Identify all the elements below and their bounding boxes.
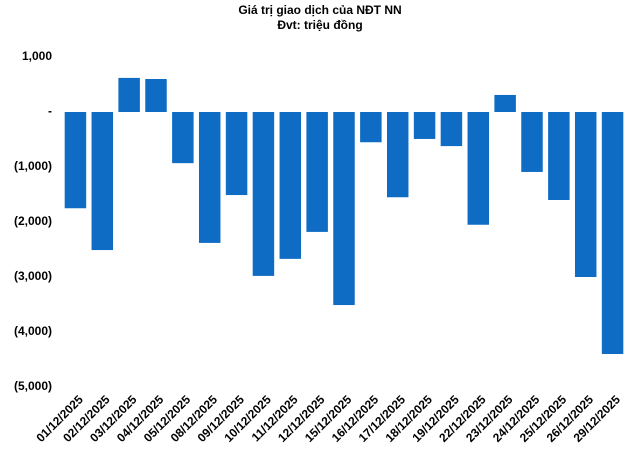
- chart-title: Giá trị giao dịch của NĐT NN: [238, 3, 401, 17]
- bar: [467, 112, 490, 225]
- bar: [440, 112, 463, 147]
- bar: [306, 112, 328, 232]
- bar: [601, 112, 624, 354]
- bar: [252, 112, 275, 276]
- bar: [333, 112, 355, 306]
- bar: [198, 112, 221, 243]
- y-tick-label: (3,000): [14, 269, 52, 283]
- bar: [172, 112, 194, 164]
- bar: [521, 112, 543, 172]
- bar: [548, 112, 570, 200]
- bar: [413, 112, 436, 139]
- bar: [64, 112, 87, 209]
- chart-subtitle: Đvt: triệu đồng: [277, 18, 362, 32]
- bar: [386, 112, 409, 198]
- bar: [494, 94, 516, 112]
- bar: [279, 112, 302, 259]
- bar: [91, 112, 114, 251]
- y-tick-label: -: [48, 104, 52, 118]
- bar: [225, 112, 248, 196]
- y-tick-label: (2,000): [14, 214, 52, 228]
- bar: [360, 112, 382, 143]
- y-tick-label: (5,000): [14, 379, 52, 393]
- bar: [145, 79, 167, 112]
- bar: [574, 112, 597, 277]
- y-tick-label: (1,000): [14, 159, 52, 173]
- bar: [118, 77, 140, 112]
- y-tick-label: 1,000: [22, 49, 52, 63]
- y-tick-label: (4,000): [14, 324, 52, 338]
